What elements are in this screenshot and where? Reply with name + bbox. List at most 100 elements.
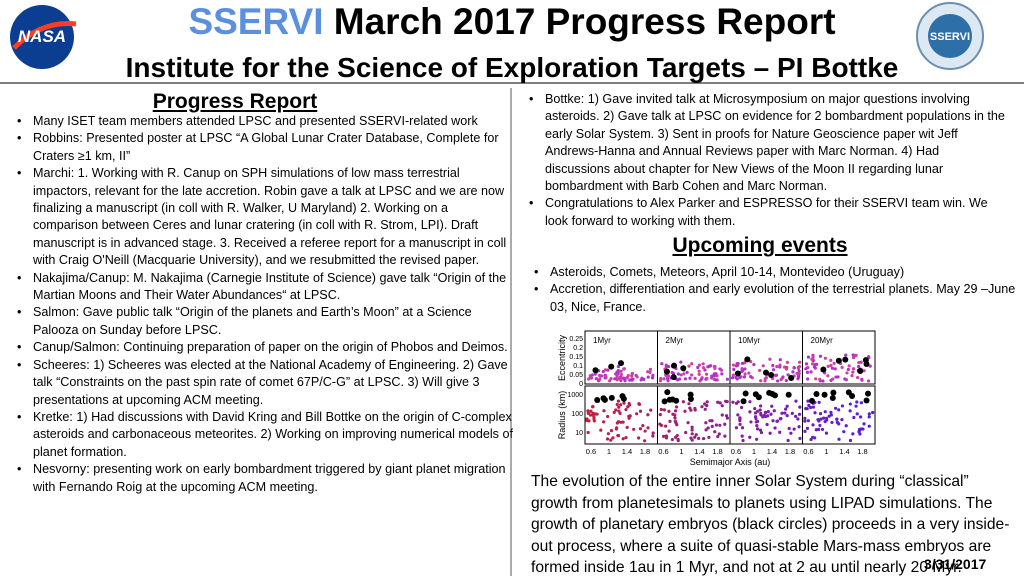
scatter-dot [748, 400, 752, 404]
scatter-dot [723, 434, 727, 438]
scatter-dot [834, 375, 838, 379]
y-tick-label: 0.2 [573, 345, 583, 352]
y-tick-label: 10 [575, 430, 583, 437]
scatter-dot [803, 416, 807, 421]
subtitle: Institute for the Science of Exploration… [125, 52, 899, 83]
scatter-dot [826, 364, 830, 369]
scatter-dot [615, 378, 619, 382]
scatter-dot [649, 408, 653, 412]
scatter-dot [738, 375, 742, 379]
embryo [785, 391, 792, 398]
scatter-dot [818, 354, 823, 358]
scatter-dot [775, 419, 780, 423]
scatter-dot [859, 401, 864, 405]
scatter-dot [806, 377, 810, 381]
scatter-dot [648, 367, 653, 372]
scatter-dot [617, 409, 621, 413]
scatter-dot [700, 405, 704, 409]
scatter-dot [686, 421, 690, 425]
scatter-dot [771, 419, 775, 423]
scatter-dot [697, 372, 701, 376]
bullet-list: Many ISET team members attended LPSC and… [15, 113, 515, 496]
scatter-dot [797, 412, 802, 416]
scatter-dot [758, 368, 762, 373]
scatter-dot [616, 399, 621, 403]
figure: 1Myr 0.6 1 1.4 1.8 2Myr 0.6 1 1.4 1.8 10Myr 0.6 1 1.4… [557, 330, 876, 467]
scatter-dot [738, 417, 742, 421]
embryo [617, 360, 624, 367]
scatter-dot [752, 362, 756, 367]
x-tick-label: 0.6 [586, 447, 596, 456]
scatter-dot [867, 412, 871, 416]
embryo [766, 389, 773, 396]
scatter-dot [775, 379, 780, 383]
scatter-dot [625, 425, 629, 430]
scatter-dot [637, 436, 641, 440]
plot-panel [802, 385, 876, 445]
scatter-dot [651, 376, 655, 380]
scatter-dot [673, 419, 677, 423]
scatter-dot [778, 358, 782, 362]
scatter-dot [822, 416, 826, 420]
scatter-dot [673, 416, 677, 420]
embryo [829, 395, 836, 402]
scatter-dot [794, 399, 798, 403]
scatter-dot [638, 409, 643, 413]
x-tick-label: 1.4 [767, 447, 777, 456]
scatter-dot [796, 365, 801, 369]
scatter-dot [795, 371, 799, 376]
scatter-dot [804, 362, 809, 366]
scatter-dot [694, 433, 698, 437]
scatter-dot [586, 430, 590, 435]
scatter-dot [648, 370, 652, 374]
scatter-dot [739, 405, 744, 410]
scatter-dot [855, 412, 859, 416]
scatter-dot [635, 375, 639, 379]
scatter-dot [798, 405, 802, 409]
embryo [734, 370, 741, 377]
embryo [671, 362, 678, 369]
scatter-dot [850, 373, 854, 378]
bullet: Nesvorny: presenting work on early bomba… [17, 461, 515, 496]
scatter-dot [848, 409, 852, 413]
scatter-dot [710, 374, 714, 378]
scatter-dot [755, 437, 759, 441]
scatter-dot [627, 416, 631, 420]
scatter-dot [766, 410, 770, 414]
scatter-dot [687, 402, 691, 406]
scatter-dot [682, 372, 686, 376]
scatter-dot [609, 428, 614, 433]
scatter-dot [749, 374, 753, 379]
scatter-dot [701, 366, 706, 370]
scatter-dot [866, 379, 871, 383]
scatter-dot [590, 405, 595, 409]
scatter-dot [730, 376, 735, 380]
scatter-dot [698, 379, 702, 383]
scatter-dot [614, 427, 618, 431]
x-tick-label: 1.4 [622, 447, 632, 456]
scatter-dot [697, 363, 702, 367]
bullet: Accretion, differentiation and early evo… [534, 281, 1020, 316]
scatter-dot [684, 430, 688, 435]
scatter-dot [743, 367, 747, 371]
scatter-dot [766, 414, 770, 418]
scatter-dot [690, 362, 694, 366]
scatter-dot [823, 410, 827, 414]
scatter-dot [833, 367, 837, 371]
scatter-dot [771, 363, 775, 368]
scatter-dot [608, 379, 612, 383]
scatter-dot [595, 412, 599, 416]
scatter-dot [646, 413, 650, 417]
scatter-dot [857, 428, 861, 433]
scatter-dot [589, 409, 593, 413]
embryo [752, 391, 759, 398]
embryo [742, 390, 749, 397]
scatter-dot [677, 377, 682, 381]
scatter-dot [778, 430, 782, 434]
scatter-dot [794, 414, 798, 418]
scatter-dot [603, 368, 608, 372]
scatter-dot [826, 374, 830, 378]
scatter-dot [593, 412, 597, 416]
scatter-dot [798, 436, 802, 441]
scatter-dot [755, 427, 760, 431]
